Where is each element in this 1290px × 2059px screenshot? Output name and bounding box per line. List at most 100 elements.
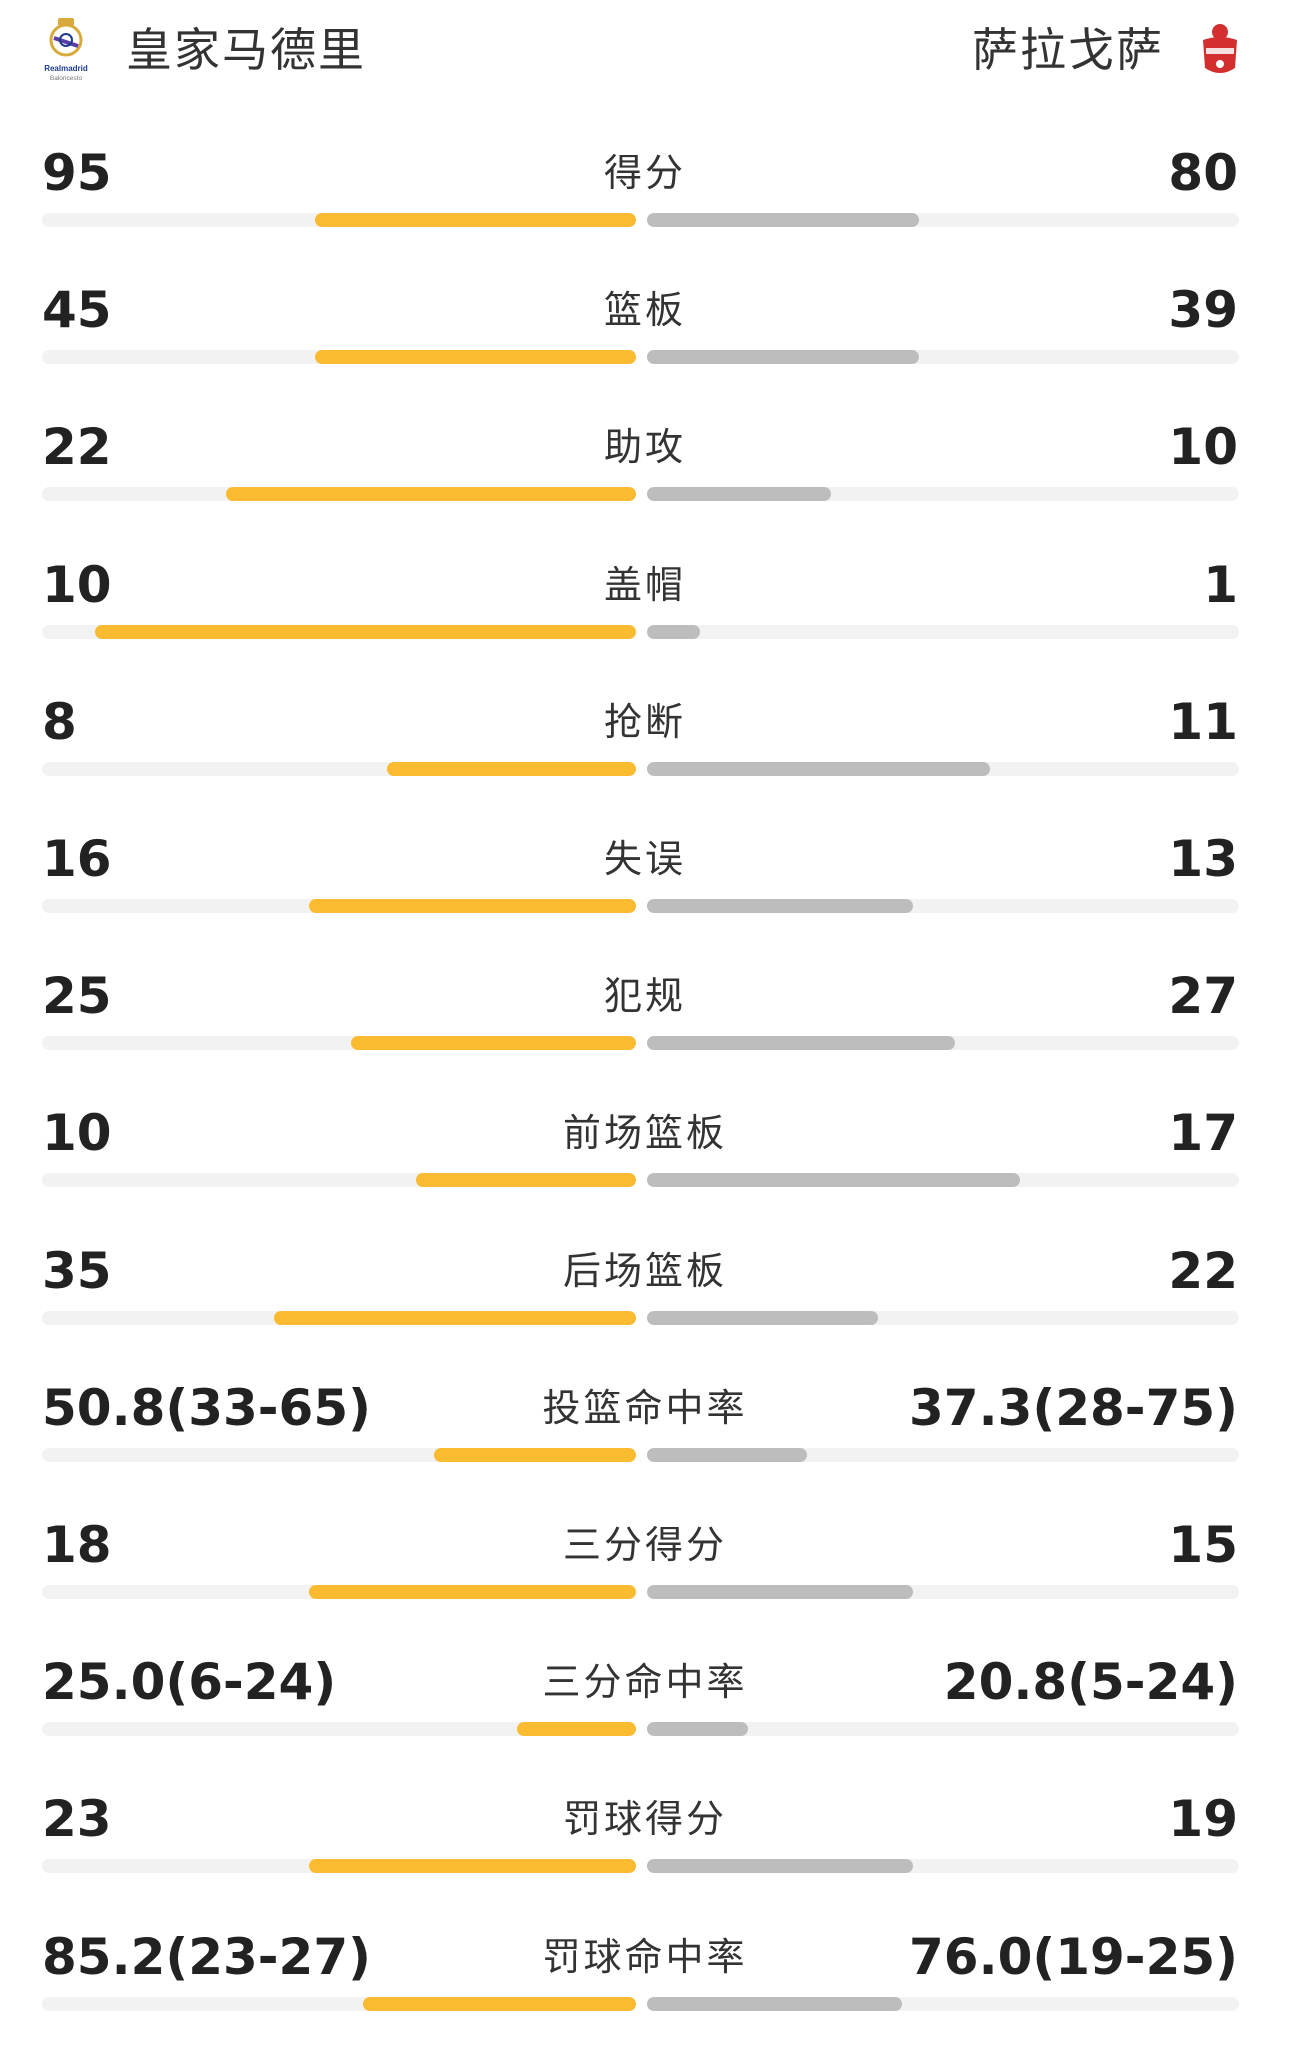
away-stat-value: 1 (1203, 556, 1238, 614)
home-team-name[interactable]: 皇家马德里 (126, 23, 366, 77)
away-bar-track (647, 1448, 1239, 1462)
away-stat-bar (647, 1859, 913, 1873)
away-bar-track (647, 899, 1239, 913)
stat-label: 三分得分 (562, 1523, 727, 1567)
home-stat-value: 35 (42, 1242, 112, 1300)
away-stat-value: 27 (1168, 967, 1238, 1025)
stat-label: 犯规 (603, 974, 686, 1018)
home-stat-value: 10 (42, 1104, 112, 1162)
away-stat-bar (647, 625, 700, 639)
stat-label: 三分命中率 (542, 1660, 748, 1704)
stat-label: 投篮命中率 (542, 1386, 748, 1430)
stat-label: 罚球命中率 (542, 1935, 748, 1979)
away-stat-value: 37.3(28-75) (909, 1379, 1238, 1437)
away-stat-bar (647, 1585, 913, 1599)
home-stat-value: 23 (42, 1790, 112, 1848)
home-stat-bar (309, 1859, 636, 1873)
stat-label: 后场篮板 (562, 1249, 727, 1293)
away-stat-bar (647, 1036, 955, 1050)
stat-row: 45 篮板 39 (0, 275, 1290, 412)
away-stat-bar (647, 1448, 807, 1462)
stat-row: 25.0(6-24) 三分命中率 20.8(5-24) (0, 1647, 1290, 1784)
away-stat-value: 22 (1168, 1242, 1238, 1300)
stat-row: 23 罚球得分 19 (0, 1784, 1290, 1921)
stat-label: 助攻 (603, 425, 686, 469)
home-stat-bar (517, 1722, 636, 1736)
away-stat-value: 11 (1168, 693, 1238, 751)
home-bar-track (42, 762, 636, 776)
away-bar-track (647, 213, 1239, 227)
away-stat-bar (647, 899, 913, 913)
home-stat-value: 85.2(23-27) (42, 1928, 371, 1986)
home-bar-track (42, 899, 636, 913)
home-stat-bar (309, 899, 636, 913)
stat-row: 18 三分得分 15 (0, 1510, 1290, 1647)
away-stat-value: 10 (1168, 418, 1238, 476)
away-bar-track (647, 625, 1239, 639)
home-bar-track (42, 1997, 636, 2011)
away-bar-track (647, 350, 1239, 364)
away-bar-track (647, 1311, 1239, 1325)
away-stat-bar (647, 762, 990, 776)
away-stat-value: 13 (1168, 830, 1238, 888)
home-stat-value: 22 (42, 418, 112, 476)
home-stat-bar (363, 1997, 636, 2011)
away-stat-bar (647, 1311, 878, 1325)
home-stat-value: 25.0(6-24) (42, 1653, 337, 1711)
home-bar-track (42, 1448, 636, 1462)
home-stat-value: 8 (42, 693, 77, 751)
home-stat-value: 10 (42, 556, 112, 614)
home-bar-track (42, 1585, 636, 1599)
away-stat-bar (647, 213, 919, 227)
real-madrid-crest-icon: Realmadrid Baloncesto (40, 16, 92, 86)
home-stat-bar (315, 350, 636, 364)
stat-label: 前场篮板 (562, 1111, 727, 1155)
away-team-name[interactable]: 萨拉戈萨 (972, 23, 1164, 77)
stat-row: 85.2(23-27) 罚球命中率 76.0(19-25) (0, 1922, 1290, 2059)
home-bar-track (42, 1036, 636, 1050)
stat-row: 8 抢断 11 (0, 687, 1290, 824)
home-bar-track (42, 1173, 636, 1187)
away-stat-bar (647, 1173, 1020, 1187)
home-bar-track (42, 213, 636, 227)
home-bar-track (42, 350, 636, 364)
home-stat-bar (309, 1585, 636, 1599)
home-stat-value: 95 (42, 144, 112, 202)
stat-row: 16 失误 13 (0, 824, 1290, 961)
home-stat-value: 16 (42, 830, 112, 888)
away-stat-bar (647, 1997, 902, 2011)
home-stat-value: 18 (42, 1516, 112, 1574)
stat-row: 50.8(33-65) 投篮命中率 37.3(28-75) (0, 1373, 1290, 1510)
away-stat-value: 39 (1168, 281, 1238, 339)
home-stat-bar (351, 1036, 636, 1050)
stat-row: 25 犯规 27 (0, 961, 1290, 1098)
home-stat-bar (434, 1448, 636, 1462)
away-stat-value: 17 (1168, 1104, 1238, 1162)
away-stat-bar (647, 487, 831, 501)
stat-label: 抢断 (603, 700, 686, 744)
home-stat-bar (416, 1173, 636, 1187)
home-stat-value: 25 (42, 967, 112, 1025)
away-bar-track (647, 762, 1239, 776)
stat-row: 35 后场篮板 22 (0, 1236, 1290, 1373)
home-logo-text: Realmadrid (44, 64, 88, 73)
away-bar-track (647, 1722, 1239, 1736)
stat-row: 10 盖帽 1 (0, 550, 1290, 687)
away-stat-bar (647, 350, 919, 364)
home-stat-bar (274, 1311, 636, 1325)
away-stat-value: 19 (1168, 1790, 1238, 1848)
home-stat-bar (95, 625, 636, 639)
away-stat-value: 20.8(5-24) (943, 1653, 1238, 1711)
stat-label: 篮板 (603, 288, 686, 332)
team-header: Realmadrid Baloncesto 皇家马德里 萨拉戈萨 (0, 0, 1290, 110)
away-bar-track (647, 1036, 1239, 1050)
home-bar-track (42, 1722, 636, 1736)
stat-row: 95 得分 80 (0, 138, 1290, 275)
home-bar-track (42, 1311, 636, 1325)
home-stat-bar (226, 487, 636, 501)
away-bar-track (647, 487, 1239, 501)
away-bar-track (647, 1585, 1239, 1599)
stat-label: 盖帽 (603, 563, 686, 607)
home-stat-value: 45 (42, 281, 112, 339)
home-stat-value: 50.8(33-65) (42, 1379, 371, 1437)
